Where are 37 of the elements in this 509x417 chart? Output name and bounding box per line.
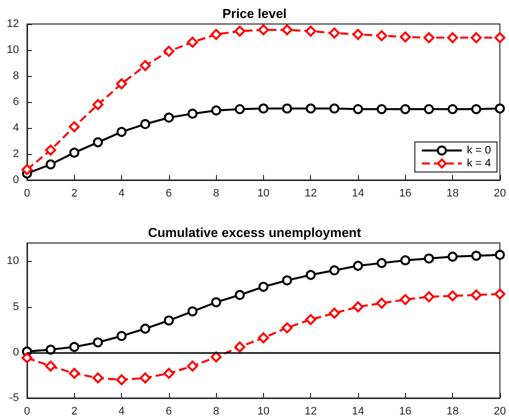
x-tick-label: 18 — [446, 406, 459, 417]
y-tick-label: 4 — [12, 122, 19, 134]
x-tick-label: 16 — [399, 406, 412, 417]
x-tick-label: 4 — [118, 188, 125, 200]
x-tick-label: 16 — [399, 188, 412, 200]
y-tick-label: 5 — [12, 300, 19, 313]
x-tick-label: 4 — [118, 406, 125, 417]
x-tick-label: 2 — [71, 406, 78, 417]
x-tick-label: 0 — [24, 406, 30, 417]
x-tick-label: 12 — [304, 406, 317, 417]
x-tick-label: 10 — [257, 406, 270, 417]
x-tick-label: 2 — [71, 188, 78, 200]
y-tick-label: -5 — [9, 392, 19, 404]
chart-title: Price level — [222, 6, 287, 21]
x-tick-label: 6 — [166, 188, 172, 200]
x-tick-label: 20 — [494, 406, 506, 417]
x-tick-label: 14 — [352, 188, 364, 200]
x-tick-label: 0 — [24, 188, 30, 200]
y-tick-label: 10 — [6, 44, 19, 56]
y-tick-label: 12 — [6, 18, 19, 30]
y-tick-label: 2 — [12, 148, 19, 160]
y-tick-label: 0 — [12, 346, 19, 358]
x-tick-label: 12 — [304, 188, 317, 200]
legend-label: k = 4 — [466, 158, 491, 170]
y-tick-label: 10 — [6, 255, 19, 268]
x-tick-label: 14 — [352, 406, 364, 417]
x-tick-label: 18 — [446, 188, 459, 200]
chart-title: Cumulative excess unemployment — [148, 225, 362, 240]
x-tick-label: 6 — [166, 406, 172, 417]
x-tick-label: 8 — [213, 188, 220, 200]
x-tick-label: 20 — [494, 188, 506, 200]
x-tick-label: 10 — [257, 188, 270, 200]
y-tick-label: 8 — [12, 70, 19, 82]
y-tick-label: 0 — [12, 174, 19, 186]
x-tick-label: 8 — [213, 406, 220, 417]
legend-label: k = 0 — [466, 144, 491, 156]
y-tick-label: 6 — [12, 96, 19, 108]
